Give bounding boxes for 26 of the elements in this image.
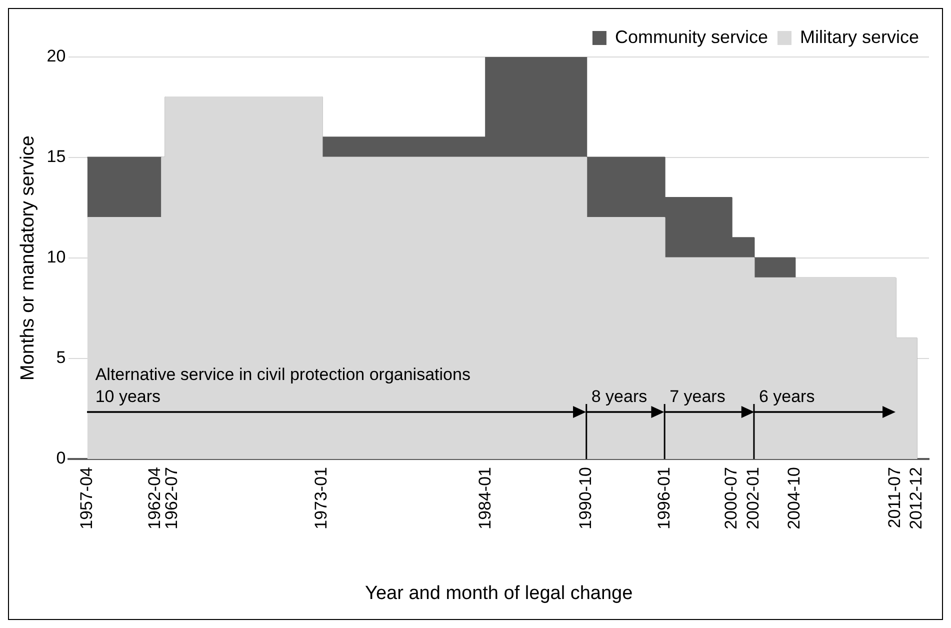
- x-tick-label: 1990-10: [576, 467, 596, 530]
- y-tick-label: 5: [56, 348, 66, 368]
- x-tick-label: 2002-01: [744, 467, 763, 530]
- legend-label: Community service: [614, 26, 768, 47]
- y-tick-label: 20: [46, 46, 66, 66]
- y-tick-label: 10: [46, 248, 66, 267]
- x-tick-label: 2011-07: [885, 467, 904, 528]
- x-tick-label: 1996-01: [654, 467, 674, 530]
- y-tick-label: 0: [56, 448, 66, 468]
- annotation: 6 years: [758, 387, 815, 406]
- y-tick-label: 15: [46, 147, 66, 166]
- x-tick-label: 1962-04: [144, 467, 164, 530]
- x-tick-label: 1962-07: [162, 467, 181, 530]
- x-tick-label: 1957-04: [77, 467, 96, 530]
- x-tick-label: 2000-07: [721, 467, 740, 530]
- x-tick-label: 2004-10: [784, 467, 804, 530]
- x-tick-label: 1984-01: [476, 467, 495, 530]
- annotation: Alternative service in civil protection organisations: [95, 365, 470, 384]
- x-axis-title: Year and month of legal change: [365, 582, 633, 604]
- y-axis-title: Months or mandatory service: [18, 136, 39, 380]
- annotation: 7 years: [670, 387, 726, 406]
- x-tick-label: 1973-01: [312, 467, 331, 530]
- annotation: 8 years: [591, 387, 648, 406]
- x-tick-label: 2012-12: [906, 467, 926, 530]
- legend-label: Military service: [800, 26, 920, 47]
- annotation: 10 years: [95, 387, 161, 406]
